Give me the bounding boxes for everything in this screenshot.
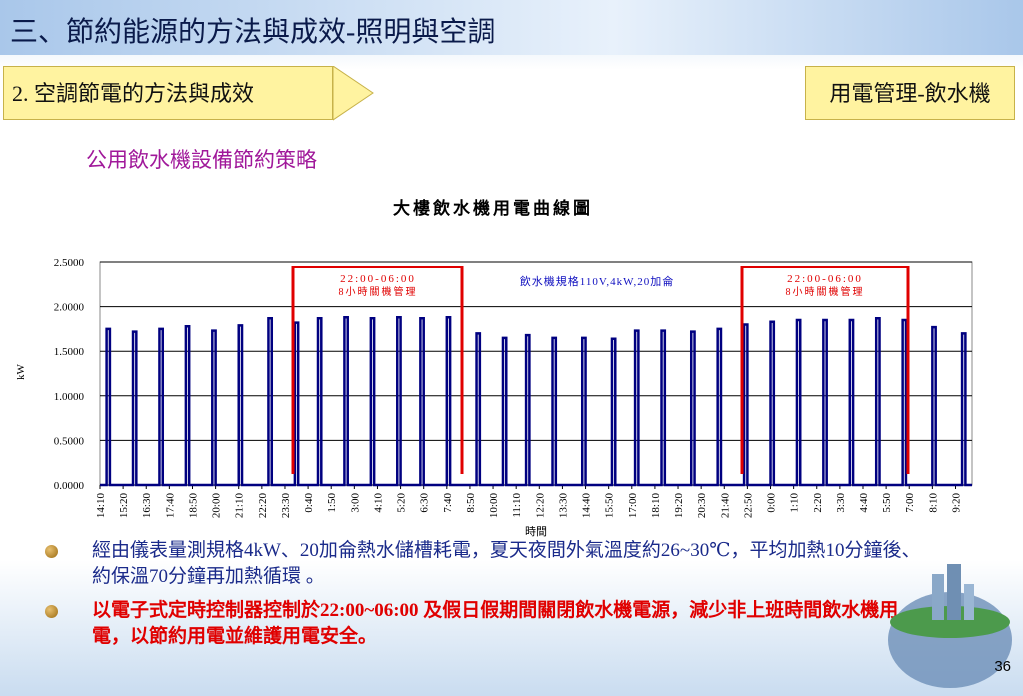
x-tick-label: 4:40 <box>858 493 870 513</box>
x-tick-label: 20:00 <box>211 493 223 519</box>
x-tick-label: 0:00 <box>766 493 778 513</box>
y-tick-label: 1.5000 <box>54 346 85 358</box>
x-tick-label: 16:30 <box>141 493 153 519</box>
y-tick-label: 0.5000 <box>54 435 85 447</box>
x-tick-label: 15:20 <box>118 493 130 519</box>
x-tick-label: 17:00 <box>627 493 639 519</box>
y-tick-label: 2.0000 <box>54 302 85 314</box>
chart-title: 大樓飲水機用電曲線圖 <box>393 198 593 218</box>
y-axis-label: kW <box>15 363 27 380</box>
x-tick-label: 12:20 <box>534 493 546 519</box>
bullet-dot <box>45 605 58 618</box>
annotation: 22:00-06:00 <box>340 273 416 285</box>
bullet-dot <box>45 545 58 558</box>
x-tick-label: 22:20 <box>257 493 269 519</box>
section-tab: 2. 空調節電的方法與成效 <box>3 66 333 120</box>
x-tick-label: 13:30 <box>557 493 569 519</box>
x-tick-label: 14:10 <box>95 493 107 519</box>
x-tick-label: 8:50 <box>465 493 477 513</box>
x-tick-label: 7:00 <box>904 493 916 513</box>
x-tick-label: 14:40 <box>581 493 593 519</box>
annotation-brackets <box>291 266 910 474</box>
page-number: 36 <box>994 658 1011 675</box>
x-tick-label: 22:50 <box>742 493 754 519</box>
x-tick-label: 5:50 <box>881 493 893 513</box>
x-axis-label: 時間 <box>525 525 547 538</box>
x-tick-label: 0:40 <box>303 493 315 513</box>
x-tick-label: 8:10 <box>927 493 939 513</box>
annotation: 22:00-06:00 <box>787 273 863 285</box>
x-tick-label: 18:50 <box>187 493 199 519</box>
x-tick-label: 1:50 <box>326 493 338 513</box>
x-tick-label: 9:20 <box>950 493 962 513</box>
x-tick-label: 4:10 <box>372 493 384 513</box>
annotation: 8小時關機管理 <box>339 285 418 298</box>
annotation: 8小時關機管理 <box>786 285 865 298</box>
bullet-text: 以電子式定時控制器控制於22:00~06:00 及假日假期間關閉飲水機電源，減少… <box>92 600 899 647</box>
x-tick-label: 18:10 <box>650 493 662 519</box>
chart: 大樓飲水機用電曲線圖 kW 時間 0.0000 0.5000 1.0000 1.500… <box>15 198 973 538</box>
bullet-text: 經由儀表量測規格4kW、20加侖熱水儲槽耗電，夏天夜間外氣溫度約26~30℃，平… <box>92 540 921 587</box>
annotation: 飲水機規格110V,4kW,20加侖 <box>520 274 675 288</box>
x-tick-label: 3:30 <box>835 493 847 513</box>
topic-tab: 用電管理-飲水機 <box>805 66 1015 120</box>
x-tick-label: 2:20 <box>812 493 824 513</box>
x-tick-label: 15:50 <box>604 493 616 519</box>
tab-arrow <box>333 66 374 121</box>
x-tick-label: 5:20 <box>396 493 408 513</box>
globe-image <box>888 564 1012 688</box>
x-tick-label: 17:40 <box>164 493 176 519</box>
x-tick-label: 21:10 <box>234 493 246 519</box>
x-tick-label: 6:30 <box>419 493 431 513</box>
x-tick-label: 20:30 <box>696 493 708 519</box>
y-tick-label: 2.5000 <box>54 257 85 269</box>
y-tick-label: 0.0000 <box>54 480 85 492</box>
x-tick-label: 3:00 <box>349 493 361 513</box>
x-tick-label: 21:40 <box>719 493 731 519</box>
x-tick-label: 1:10 <box>789 493 801 513</box>
data-line <box>100 316 972 487</box>
slide-title: 三、節約能源的方法與成效-照明與空調 <box>10 17 496 48</box>
x-tick-label: 11:10 <box>511 493 523 518</box>
x-tick-label: 23:30 <box>280 493 292 519</box>
y-tick-label: 1.0000 <box>54 391 85 403</box>
x-tick-label: 19:20 <box>673 493 685 519</box>
x-tick-label: 10:00 <box>488 493 500 519</box>
x-tick-label: 7:40 <box>442 493 454 513</box>
title-band <box>0 0 1023 55</box>
subtitle: 公用飲水機設備節約策略 <box>86 148 317 172</box>
